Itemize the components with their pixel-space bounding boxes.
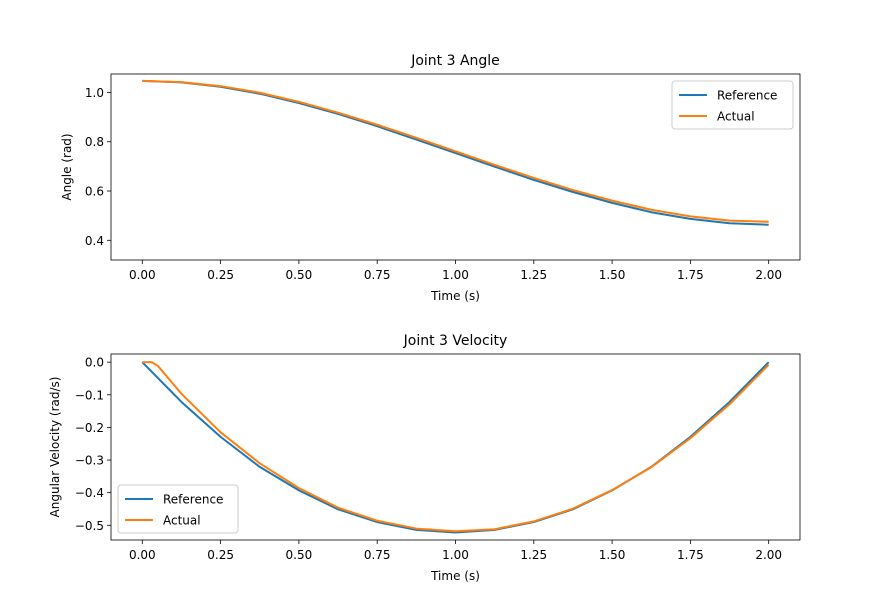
legend-label-reference: Reference (163, 493, 223, 507)
velocity-chart: Joint 3 Velocity 0.00 0.25 0.50 0.75 1.00 1.25… (48, 333, 801, 583)
y-tick-label: −0.2 (75, 421, 104, 435)
y-tick-label: 0.8 (85, 135, 104, 149)
x-tick-label: 1.50 (599, 268, 626, 282)
y-axis-label: Angle (rad) (60, 133, 74, 200)
y-tick-label: −0.4 (75, 486, 104, 500)
x-axis-label: Time (s) (430, 289, 480, 303)
legend: Reference Actual (117, 484, 239, 534)
x-tick-label: 0.25 (207, 548, 234, 562)
y-tick-label: 0.4 (85, 234, 104, 248)
y-tick-label: −0.1 (75, 388, 104, 402)
x-axis-label: Time (s) (430, 569, 480, 583)
x-tick-label: 1.50 (599, 548, 626, 562)
chart-title: Joint 3 Velocity (403, 333, 508, 349)
x-tick-label: 1.25 (520, 548, 547, 562)
x-tick-label: 1.00 (442, 548, 469, 562)
x-tick-label: 1.75 (677, 268, 704, 282)
x-tick-label: 2.00 (755, 548, 782, 562)
x-tick-label: 0.75 (364, 268, 391, 282)
x-tick-label: 1.75 (677, 548, 704, 562)
x-tick-label: 2.00 (755, 268, 782, 282)
legend-label-actual: Actual (163, 514, 201, 528)
y-tick-label: 0.0 (85, 356, 104, 370)
x-tick-label: 0.00 (129, 548, 156, 562)
chart-title: Joint 3 Angle (410, 53, 500, 69)
legend-label-actual: Actual (717, 110, 755, 124)
legend: Reference Actual (671, 80, 794, 130)
x-tick-label: 0.00 (129, 268, 156, 282)
x-tick-label: 1.25 (520, 268, 547, 282)
series-line-actual (142, 79, 769, 223)
x-tick-label: 0.50 (286, 268, 313, 282)
x-tick-label: 0.75 (364, 548, 391, 562)
y-tick-label: −0.5 (75, 519, 104, 533)
x-tick-label: 0.25 (207, 268, 234, 282)
y-tick-label: −0.3 (75, 454, 104, 468)
y-tick-label: 1.0 (85, 86, 104, 100)
legend-label-reference: Reference (717, 89, 777, 103)
x-tick-label: 0.50 (286, 548, 313, 562)
angle-chart: Joint 3 Angle 0.00 0.25 0.50 0.75 1.00 1.25 1.5… (60, 53, 801, 303)
x-tick-label: 1.00 (442, 268, 469, 282)
series-line-actual (142, 361, 770, 533)
y-axis-label: Angular Velocity (rad/s) (48, 377, 62, 518)
y-tick-label: 0.6 (85, 185, 104, 199)
